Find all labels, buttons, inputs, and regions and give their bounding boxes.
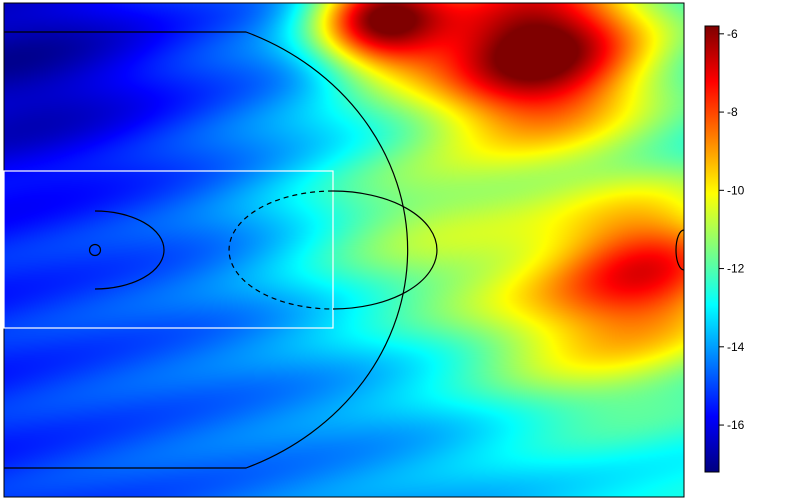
colorbar-ticks: -6 -8 -10 -12 -14 -16 [719, 27, 745, 432]
restricted-area-arc [94, 210, 165, 290]
colorbar-tick-label: -8 [727, 105, 738, 119]
paint-box [3, 170, 334, 329]
colorbar-tick-label: -16 [727, 418, 745, 432]
free-throw-circle-solid [332, 190, 438, 310]
colorbar-tick-label: -10 [727, 183, 745, 197]
colorbar-tick-label: -14 [727, 340, 745, 354]
plot-frame [3, 2, 685, 498]
heatmap-surface [4, 3, 684, 497]
colorbar-tick-label: -12 [727, 262, 745, 276]
colorbar-tick-label: -6 [727, 27, 738, 41]
free-throw-circle-dashed [228, 190, 334, 310]
colorbar [704, 25, 720, 473]
basket-rim [88, 243, 102, 257]
three-point-line [4, 31, 409, 469]
center-circle-arc [675, 229, 685, 271]
